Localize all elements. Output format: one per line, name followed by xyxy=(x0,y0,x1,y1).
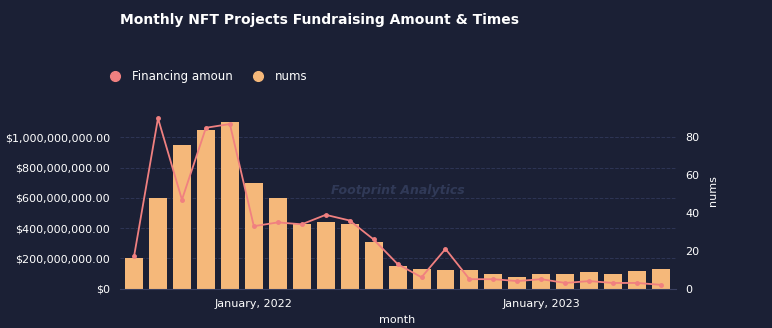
Bar xyxy=(652,269,670,289)
Bar xyxy=(364,242,383,289)
Bar xyxy=(533,274,550,289)
Bar xyxy=(436,271,455,289)
Bar xyxy=(628,271,646,289)
Bar xyxy=(557,274,574,289)
Bar xyxy=(221,122,239,289)
Bar xyxy=(581,272,598,289)
Bar xyxy=(340,224,359,289)
Y-axis label: nums: nums xyxy=(708,175,718,206)
Text: Monthly NFT Projects Fundraising Amount & Times: Monthly NFT Projects Fundraising Amount … xyxy=(120,13,519,27)
Bar xyxy=(460,271,479,289)
Bar xyxy=(149,198,167,289)
Legend: Financing amoun, nums: Financing amoun, nums xyxy=(99,65,312,87)
Bar xyxy=(604,274,622,289)
Bar xyxy=(509,277,527,289)
Bar xyxy=(125,258,143,289)
Bar xyxy=(485,274,503,289)
Bar xyxy=(245,183,262,289)
Bar xyxy=(197,130,215,289)
Bar xyxy=(173,145,191,289)
Bar xyxy=(317,222,335,289)
Bar xyxy=(269,198,286,289)
X-axis label: month: month xyxy=(380,315,415,325)
Bar xyxy=(293,224,310,289)
Bar xyxy=(388,266,407,289)
Bar xyxy=(412,269,431,289)
Text: Footprint Analytics: Footprint Analytics xyxy=(330,184,465,197)
